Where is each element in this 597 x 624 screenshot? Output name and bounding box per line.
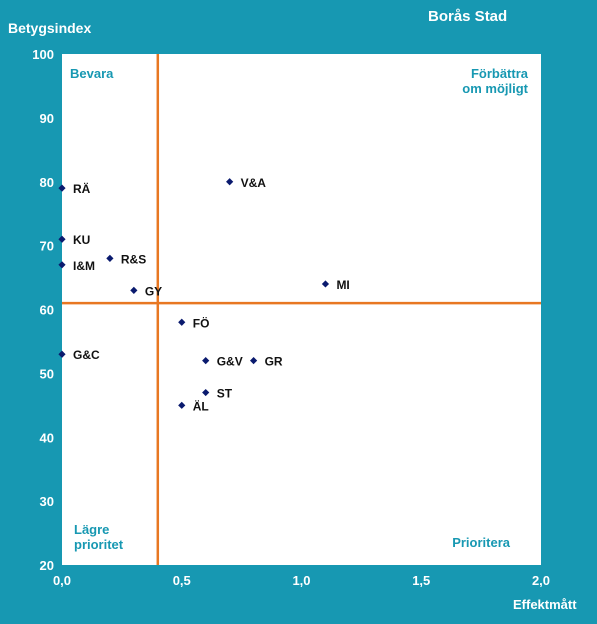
x-tick-label: 2,0 — [532, 573, 550, 588]
x-tick-label: 0,0 — [53, 573, 71, 588]
quadrant-label-bottom-left: Lägre — [74, 522, 109, 537]
data-point-marker — [130, 286, 138, 294]
data-point-label: GY — [145, 284, 162, 298]
data-point-label: RÄ — [73, 181, 91, 196]
chart-title: Borås Stad — [428, 8, 508, 25]
data-point-marker — [58, 235, 66, 243]
data-point-marker — [58, 261, 66, 269]
data-point-marker — [202, 357, 210, 365]
quadrant-label-top-right: om möjligt — [462, 81, 528, 96]
quadrant-label-bottom-left: prioritet — [74, 537, 124, 552]
y-tick-label: 40 — [40, 430, 54, 445]
y-tick-label: 100 — [32, 47, 54, 62]
data-point-label: KU — [73, 233, 90, 247]
data-point-marker — [178, 401, 186, 409]
data-point-label: FÖ — [193, 315, 210, 330]
y-axis-label: Betygsindex — [8, 20, 92, 36]
data-point-marker — [178, 318, 186, 326]
data-point-marker — [58, 184, 66, 192]
quadrant-label-top-right: Förbättra — [471, 66, 529, 81]
data-point-marker — [321, 280, 330, 288]
x-axis-label: Effektmått — [513, 597, 577, 612]
data-point-marker — [250, 357, 258, 365]
data-point-label: ST — [217, 387, 233, 401]
data-point-label: R&S — [121, 252, 146, 266]
data-point-label: GR — [265, 355, 283, 369]
data-point-label: MI — [336, 278, 349, 292]
data-point-label: ÄL — [193, 398, 209, 413]
data-point-marker — [226, 178, 234, 186]
quadrant-label-top-left: Bevara — [70, 66, 114, 81]
data-point-marker — [106, 254, 114, 262]
y-tick-label: 50 — [40, 366, 54, 381]
y-tick-label: 60 — [40, 303, 54, 318]
data-point-label: I&M — [73, 259, 95, 273]
x-tick-label: 1,5 — [412, 573, 430, 588]
x-tick-label: 0,5 — [173, 573, 191, 588]
data-point-marker — [202, 388, 210, 397]
y-tick-label: 80 — [40, 175, 54, 190]
x-tick-label: 1,0 — [292, 573, 310, 588]
y-tick-label: 30 — [40, 494, 54, 509]
data-point-marker — [58, 350, 66, 358]
data-point-label: G&C — [73, 348, 100, 362]
y-tick-label: 70 — [40, 239, 54, 254]
data-point-label: V&A — [241, 176, 267, 190]
data-point-label: G&V — [217, 355, 243, 369]
quadrant-label-bottom-right: Prioritera — [452, 535, 511, 550]
y-tick-label: 20 — [40, 558, 54, 573]
plot-area — [62, 54, 541, 565]
y-tick-label: 90 — [40, 111, 54, 126]
